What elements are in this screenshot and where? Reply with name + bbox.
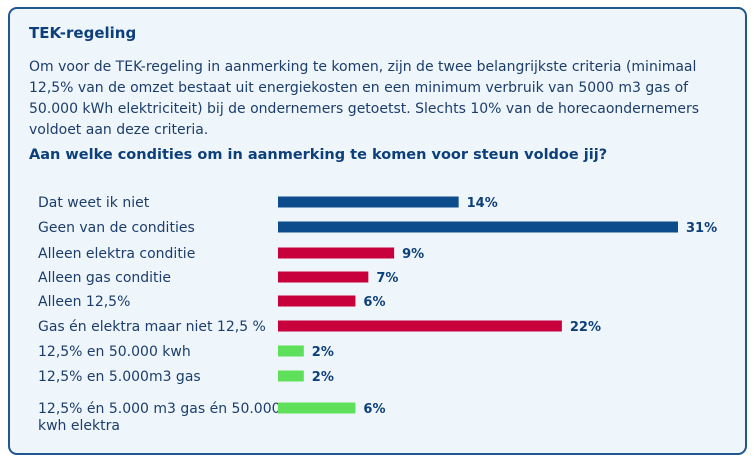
category-label: Alleen 12,5% (38, 294, 130, 310)
value-label: 31% (686, 221, 717, 236)
value-label: 22% (570, 320, 601, 335)
value-label: 7% (376, 271, 398, 286)
bar (278, 345, 304, 357)
category-label: Dat weet ik niet (38, 195, 150, 211)
value-label: 2% (312, 370, 334, 385)
category-label: Alleen gas conditie (38, 270, 171, 286)
bar (278, 295, 356, 307)
bar (278, 247, 395, 259)
category-label: 12,5% en 5.000m3 gas (38, 369, 201, 385)
question-heading: Aan welke condities om in aanmerking te … (29, 147, 608, 163)
panel-title: TEK-regeling (29, 24, 137, 42)
value-label: 2% (312, 345, 334, 360)
bar (278, 271, 369, 283)
intro-text: Om voor de TEK-regeling in aanmerking te… (29, 59, 700, 138)
bar (278, 402, 356, 414)
value-label: 6% (363, 295, 385, 310)
category-label: Gas én elektra maar niet 12,5 % (38, 319, 266, 335)
category-label: 12,5% én 5.000 m3 gas én 50.000 kwh elekt… (38, 401, 281, 434)
value-label: 9% (402, 247, 424, 262)
category-label: Alleen elektra conditie (38, 246, 195, 262)
value-label: 14% (467, 196, 498, 211)
bar (278, 320, 562, 332)
category-label: Geen van de condities (38, 220, 195, 236)
category-label: 12,5% en 50.000 kwh (38, 344, 191, 360)
bar (278, 221, 678, 233)
bar (278, 370, 304, 382)
bar (278, 196, 459, 208)
value-label: 6% (363, 402, 385, 417)
